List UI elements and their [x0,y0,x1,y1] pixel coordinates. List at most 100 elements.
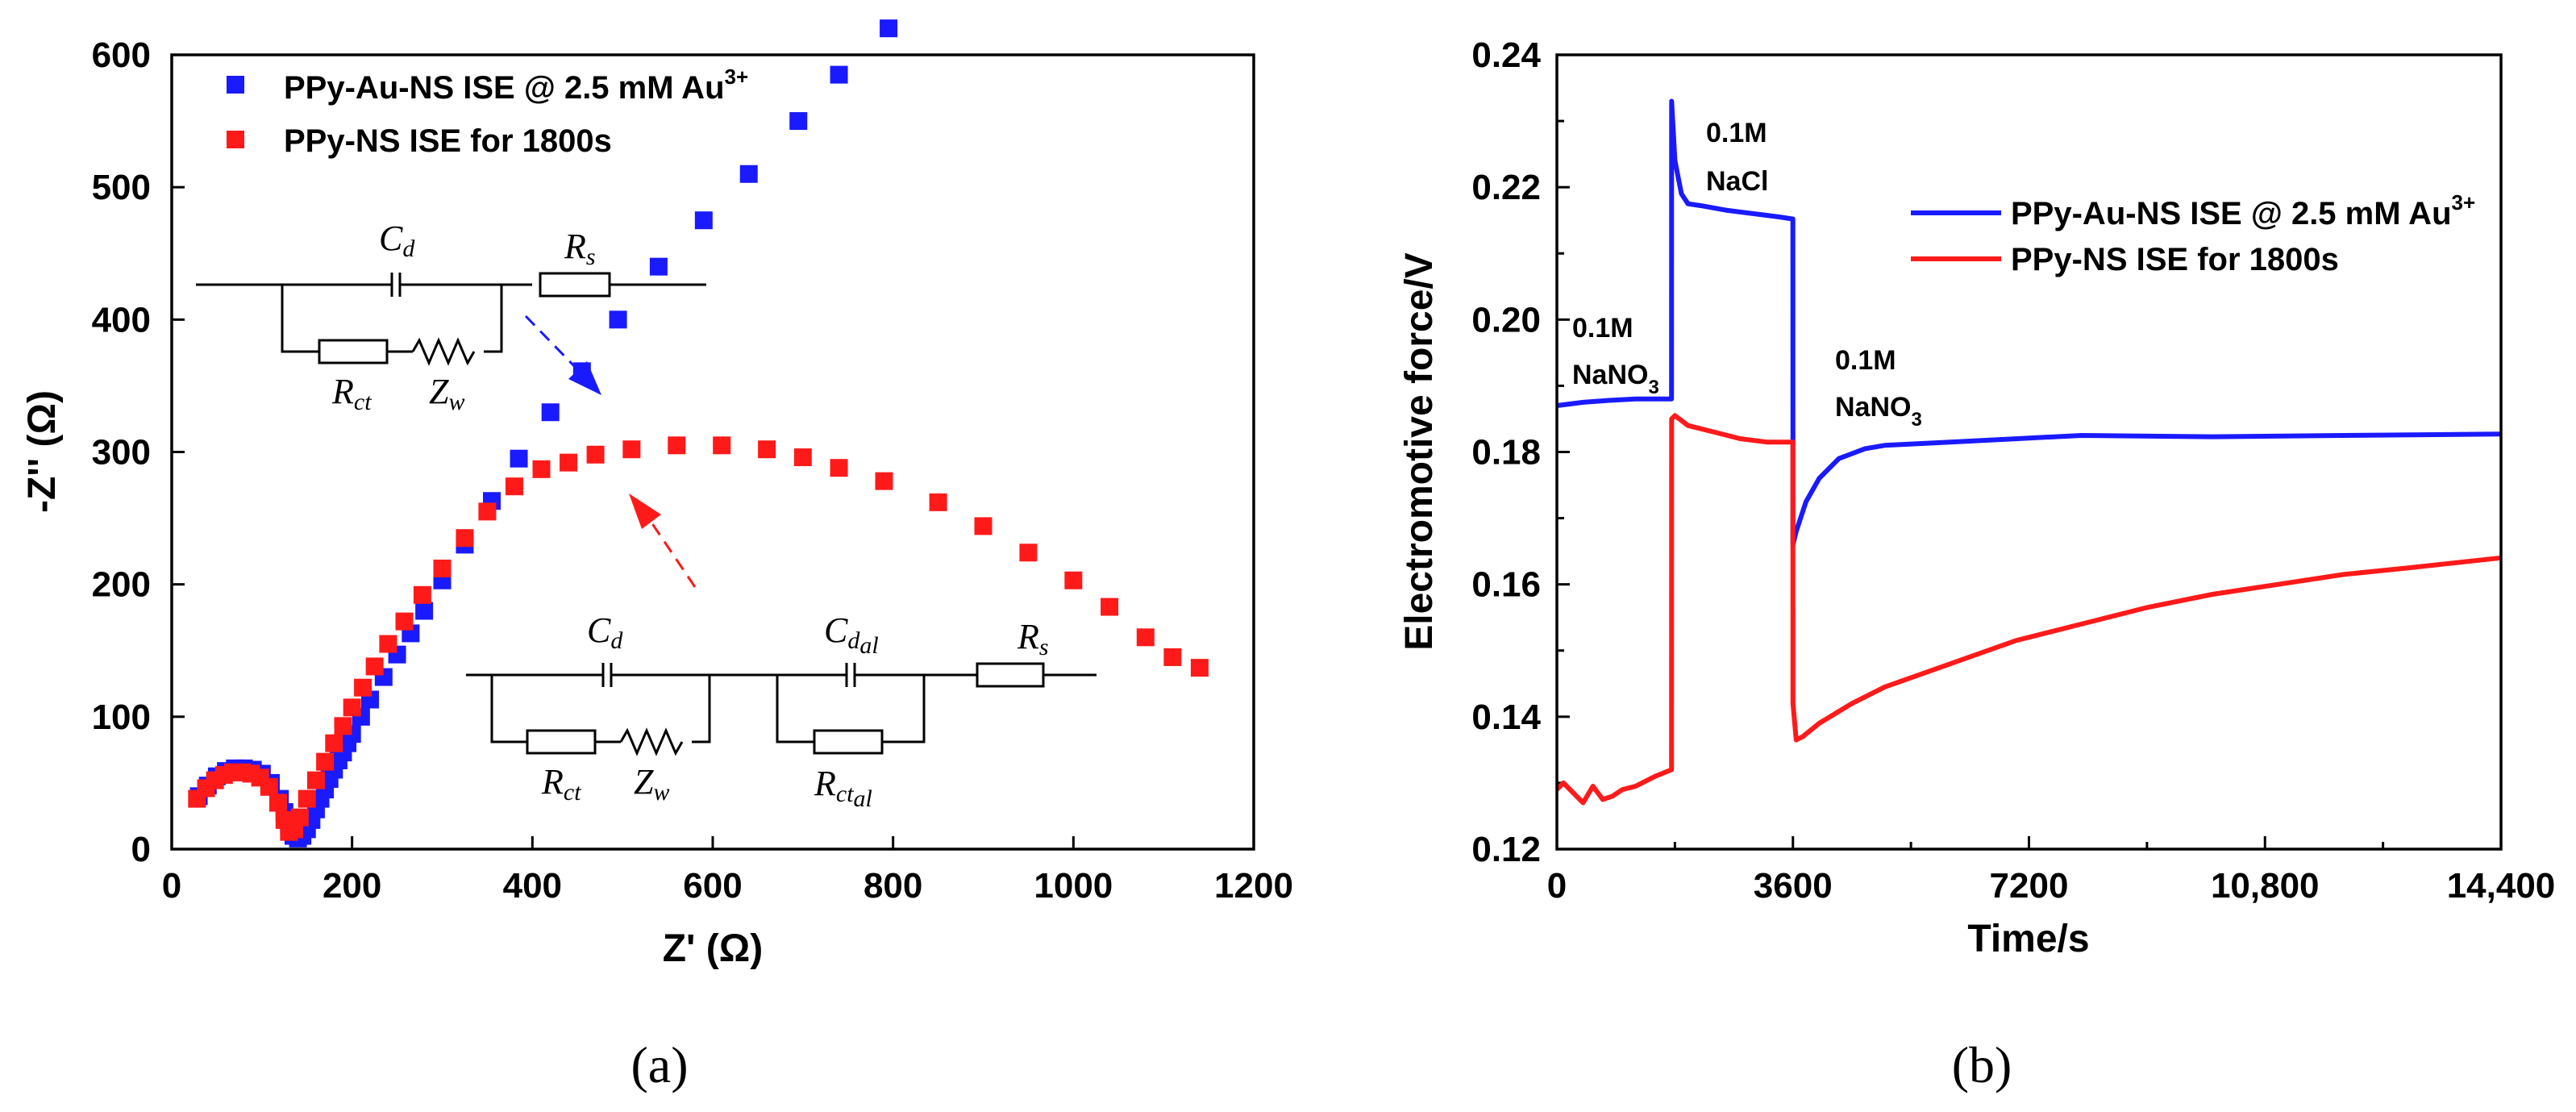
panel-a-y-tick-label: 0 [131,830,151,869]
panel-b-lines [1554,98,2502,806]
circuit2-rs-main: R [1017,617,1039,656]
panel-a-point-red [929,493,947,511]
circuit1-cd-sub: d [402,235,415,262]
panel-a-point-red [668,436,686,455]
panel-b-series-line-blue [1556,98,2502,548]
panel-a-point-red [395,612,414,631]
panel-a-point-red [343,698,361,717]
panel-a-point-red [478,502,497,521]
panel-a-y-tick-label: 100 [92,698,151,737]
circuit1-rs-sub: s [586,244,596,270]
circuit2-cd-main: C [587,610,611,650]
panel-a-point-blue [694,211,713,230]
panel-a-point-red [586,445,605,464]
panel-a-axes-frame [170,53,1255,851]
panel-a-point-blue [415,602,434,620]
circuit2-cdal-subsub: al [859,632,878,659]
panel-a-x-tick-label: 800 [864,866,922,906]
panel-a-point-blue [541,403,560,422]
circuit1-rs-main: R [564,227,586,266]
panel-a-point-red [758,440,776,459]
panel-a-point-blue [880,19,898,38]
circuit2-rct-label: Rct [541,762,581,806]
panel-a-point-red [290,808,309,827]
circuit2-rs-resistor [976,662,1045,688]
panel-a-point-blue [649,257,668,276]
panel-a-point-red [306,771,325,789]
panel-a-legend: PPy-Au-NS ISE @ 2.5 mM Au3+ PPy-NS ISE f… [227,65,748,159]
panel-b-caption: (b) [1952,1036,2012,1093]
panel-a-point-red [433,559,452,577]
circuit1-rct-main: R [331,372,354,411]
circuit2-cd-sub: d [610,627,623,654]
panel-a-legend-marker-blue [227,76,244,94]
panel-a-legend-label-blue-sup: 3+ [725,65,749,89]
circuit2-rct-resistor [526,729,597,755]
panel-a-point-red [1136,628,1155,647]
circuit2-zw-main: Z [634,762,654,802]
circuit2-cdal-label: Cdal [824,610,879,659]
panel-b-y-axis-label: Electromotive force/V [1398,252,1441,651]
circuit2-cd-label: Cd [587,610,623,654]
circuit2-rctal-main: R [814,764,836,803]
panel-a-point-red [260,777,278,796]
panel-a-point-red [622,440,641,459]
panel-a-y-axis-label: -Z'' (Ω) [21,390,64,513]
panel-b-y-tick-label: 0.12 [1471,830,1541,869]
circuit1-warburg-element [411,337,476,366]
panel-a-point-blue [510,449,528,468]
panel-b-y-tick-label: 0.24 [1471,35,1541,75]
panel-a-point-red [505,477,523,496]
circuit1-zw-sub: w [448,389,464,415]
panel-a-x-tick-label: 200 [323,866,381,906]
circuit2-rctal-subsub: al [854,785,872,812]
panel-a-arrow-red [629,494,697,588]
circuit1-rct-label: Rct [331,372,372,415]
panel-a-chart: 0 200 400 600 800 1000 1200 0 100 200 300 400 500 600… [21,19,1293,1093]
panel-b-x-tick-label: 14,400 [2447,866,2556,906]
panel-a-x-tick-label: 0 [162,866,181,906]
panel-a-point-blue [789,112,808,131]
panel-a-point-blue [609,310,627,329]
circuit2-zw-sub: w [653,779,669,806]
panel-b-x-tick-label: 3600 [1754,866,1833,906]
panel-a-point-red [1019,544,1038,562]
panel-a-point-red [793,448,812,467]
panel-a-point-red [974,517,993,535]
panel-a-point-red [456,529,474,548]
panel-a-x-tick-label: 400 [503,866,562,906]
circuit2-rct-main: R [541,762,564,802]
panel-a-point-red [830,459,848,477]
panel-a-legend-label-blue-main: PPy-Au-NS ISE @ 2.5 mM Au [284,70,725,106]
panel-b-y-tick-label: 0.14 [1471,698,1541,737]
panel-b-legend-label-blue: PPy-Au-NS ISE @ 2.5 mM Au3+ [2011,190,2475,231]
circuit2-rs-label: Rs [1017,617,1049,660]
panel-b-annot-nacl-line1: 0.1M [1706,118,1767,148]
panel-b-annot-nano3-left-sub: 3 [1648,377,1658,398]
panel-b-annot-nano3-right-sub: 3 [1911,409,1921,431]
panel-b-annot-nacl-line2: NaCl [1706,166,1768,197]
panel-a-y-tick-label: 500 [92,168,151,207]
panel-b-annot-nano3-left-main: NaNO [1572,360,1648,390]
panel-b-annot-nano3-right-line2: NaNO3 [1835,392,1922,431]
circuit2-rctal-label: Rctal [814,764,872,812]
panel-a-caption: (a) [630,1036,688,1093]
panel-a-x-tick-label: 600 [683,866,742,906]
circuit1-rs-resistor [539,272,611,298]
panel-a-point-red [334,717,352,735]
panel-a-legend-label-blue: PPy-Au-NS ISE @ 2.5 mM Au3+ [284,65,748,106]
panel-a-point-red [1163,648,1182,666]
panel-a-point-red [875,472,893,490]
panel-a-point-red [532,460,551,478]
panel-a-point-red [316,752,335,771]
panel-a-point-red [560,453,578,472]
panel-b-annot-nano3-right-line1: 0.1M [1835,345,1896,376]
panel-b-annot-nano3-left-line1: 0.1M [1572,313,1633,344]
panel-b-legend-label-blue-main: PPy-Au-NS ISE @ 2.5 mM Au [2011,196,2452,231]
panel-b-legend-label-red: PPy-NS ISE for 1800s [2011,242,2339,277]
panel-a-point-red [268,793,287,812]
circuit1-zw-label: Zw [429,372,465,415]
panel-a-point-red [1190,659,1209,677]
circuit2-cdal-sub: d [847,627,860,654]
panel-b-x-tick-label: 0 [1547,866,1567,906]
